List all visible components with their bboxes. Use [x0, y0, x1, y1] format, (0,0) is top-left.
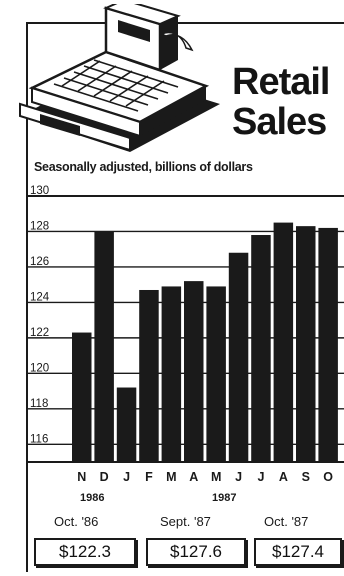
year-label-1987: 1987 — [212, 492, 237, 504]
bar — [184, 281, 204, 462]
bar — [206, 286, 226, 462]
year-label-1986: 1986 — [80, 492, 105, 504]
comparison-date-1: Oct. '86 — [54, 514, 99, 529]
chart-title: Retail Sales — [232, 61, 330, 143]
graphic-frame — [26, 22, 344, 572]
bar — [251, 235, 271, 462]
x-tick-label: J — [257, 470, 264, 484]
y-tick-label: 116 — [30, 433, 48, 445]
comparison-date-3: Oct. '87 — [264, 514, 309, 529]
y-tick-label: 126 — [30, 256, 49, 268]
x-tick-label: M — [211, 470, 221, 484]
x-tick-label: D — [100, 470, 109, 484]
bar — [228, 252, 249, 462]
bar — [273, 222, 294, 462]
bar — [116, 387, 137, 462]
y-tick-label: 120 — [30, 362, 49, 374]
x-tick-label: S — [302, 470, 310, 484]
cash-register-icon — [19, 4, 220, 152]
x-tick-label: A — [279, 470, 288, 484]
x-tick-label: J — [235, 470, 242, 484]
x-tick-label: O — [323, 470, 333, 484]
title-line-2: Sales — [232, 101, 327, 143]
bar — [296, 226, 316, 462]
y-tick-label: 122 — [30, 327, 49, 339]
title-line-1: Retail — [232, 61, 330, 103]
bar — [94, 231, 114, 462]
x-tick-label: A — [189, 470, 198, 484]
y-tick-label: 118 — [30, 398, 48, 410]
y-tick-label: 130 — [30, 185, 49, 197]
bar — [318, 227, 338, 462]
x-tick-label: N — [77, 470, 86, 484]
y-tick-label: 128 — [30, 220, 49, 232]
comparison-value-1: $122.3 — [34, 538, 136, 566]
bar — [72, 332, 92, 462]
comparison-value-3: $127.4 — [254, 538, 342, 566]
x-tick-label: F — [145, 470, 153, 484]
comparison-value-2: $127.6 — [146, 538, 246, 566]
comparison-date-2: Sept. '87 — [160, 514, 211, 529]
x-tick-label: J — [123, 470, 130, 484]
y-tick-label: 124 — [30, 291, 50, 303]
chart-subtitle: Seasonally adjusted, billions of dollars — [34, 160, 253, 174]
bar — [139, 289, 159, 462]
x-tick-label: M — [166, 470, 176, 484]
bar — [161, 286, 182, 462]
